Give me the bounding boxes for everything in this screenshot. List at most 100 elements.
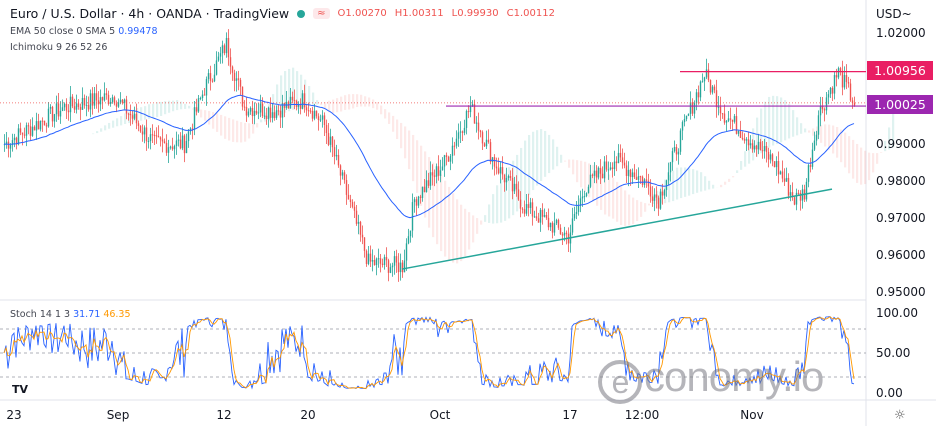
candle-body [7, 141, 10, 149]
candle-body [807, 165, 810, 182]
candle-body [605, 161, 608, 170]
candle-body [719, 106, 722, 114]
candle-body [77, 103, 80, 108]
candle-body [383, 257, 386, 265]
candle-body [103, 93, 106, 101]
candle-body [683, 119, 686, 123]
candle-body [255, 110, 258, 114]
candle-body [505, 177, 508, 183]
ichimoku-cloud-segment [744, 151, 747, 167]
ichimoku-cloud-segment [276, 84, 279, 117]
ichimoku-cloud-segment [296, 71, 299, 110]
candle-body [705, 69, 708, 78]
candle-body [787, 177, 790, 196]
price-tick-label: 1.02000 [876, 26, 926, 40]
candle-body [249, 107, 252, 112]
stoch-legend[interactable]: Stoch 14 1 3 31.71 46.35 [10, 309, 131, 320]
ichimoku-cloud-segment [288, 68, 291, 112]
candle-body [509, 176, 512, 178]
candle-body [503, 174, 506, 183]
candle-body [435, 166, 438, 177]
candle-body [839, 68, 842, 71]
compare-icon[interactable]: ≈ [313, 8, 330, 19]
ichimoku-cloud-segment [676, 167, 679, 200]
ema-line [3, 94, 855, 219]
candle-body [629, 169, 632, 177]
ichimoku-cloud-segment [448, 186, 451, 260]
ichimoku-cloud-segment [332, 99, 335, 114]
ichimoku-cloud-segment [888, 127, 891, 150]
chart-header: Euro / U.S. Dollar · 4h · OANDA · Tradin… [10, 6, 555, 21]
candle-body [763, 146, 766, 152]
ichimoku-cloud-segment [520, 147, 523, 207]
ichimoku-cloud-segment [100, 128, 103, 132]
ichimoku-cloud-segment [612, 177, 615, 219]
ohlc-close: C1.00112 [506, 8, 555, 19]
ichimoku-cloud-segment [300, 74, 303, 109]
candle-body [199, 97, 202, 99]
ichimoku-cloud-segment [152, 103, 155, 118]
ichimoku-cloud-segment [856, 143, 859, 183]
candle-body [811, 149, 814, 167]
ichimoku-cloud-segment [540, 129, 543, 181]
currency-selector[interactable]: USD~ [876, 7, 912, 21]
candle-body [675, 147, 678, 155]
ichimoku-cloud-segment [644, 203, 647, 212]
candle-body [595, 170, 598, 178]
candle-body [671, 151, 674, 163]
ichimoku-cloud-segment [156, 102, 159, 118]
candle-body [617, 152, 620, 164]
candle-body [369, 253, 372, 262]
ichimoku-cloud-segment [468, 212, 471, 250]
candle-body [799, 192, 802, 201]
ichimoku-legend[interactable]: Ichimoku 9 26 52 26 [10, 42, 108, 53]
candle-body [681, 122, 684, 131]
ichimoku-cloud-segment [556, 146, 559, 167]
candle-body [555, 219, 558, 224]
ichimoku-cloud-segment [544, 130, 547, 177]
candle-body [211, 80, 214, 82]
candle-body [661, 191, 664, 196]
candle-body [311, 110, 314, 119]
candle-body [469, 106, 472, 113]
candle-body [527, 204, 530, 208]
settings-gear-icon[interactable]: ☼ [894, 408, 906, 423]
ichimoku-cloud-segment [240, 122, 243, 143]
candle-body [805, 181, 808, 200]
candle-body [851, 100, 854, 104]
candle-body [363, 237, 366, 251]
candle-body [171, 146, 174, 150]
candle-body [547, 217, 550, 228]
stoch-label: Stoch 14 1 3 [10, 309, 71, 320]
candle-body [117, 102, 120, 107]
ichimoku-cloud-segment [620, 186, 623, 226]
ema-legend[interactable]: EMA 50 close 0 SMA 5 0.99478 [10, 26, 158, 37]
ichimoku-cloud-segment [164, 101, 167, 115]
candle-body [163, 141, 166, 143]
candle-body [461, 131, 464, 133]
candle-body [149, 134, 152, 142]
candle-body [633, 172, 636, 178]
candle-body [713, 86, 716, 91]
symbol-title[interactable]: Euro / U.S. Dollar · 4h · OANDA · Tradin… [10, 6, 290, 21]
ichimoku-cloud-segment [432, 162, 435, 238]
candle-body [715, 90, 718, 108]
candle-body [289, 96, 292, 109]
candle-body [491, 157, 494, 162]
candle-body [151, 134, 154, 136]
candle-body [17, 128, 20, 145]
candle-body [389, 267, 392, 273]
candle-body [315, 110, 318, 117]
candle-body [549, 222, 552, 228]
ichimoku-cloud-segment [768, 96, 771, 148]
ichimoku-cloud-segment [728, 178, 731, 182]
ichimoku-cloud-segment [840, 129, 843, 163]
ichimoku-cloud-segment [472, 215, 475, 243]
candle-body [207, 73, 210, 80]
candle-body [295, 100, 298, 107]
candle-body [365, 250, 368, 264]
candle-body [57, 103, 60, 117]
candle-body [477, 122, 480, 131]
candle-body [201, 94, 204, 98]
